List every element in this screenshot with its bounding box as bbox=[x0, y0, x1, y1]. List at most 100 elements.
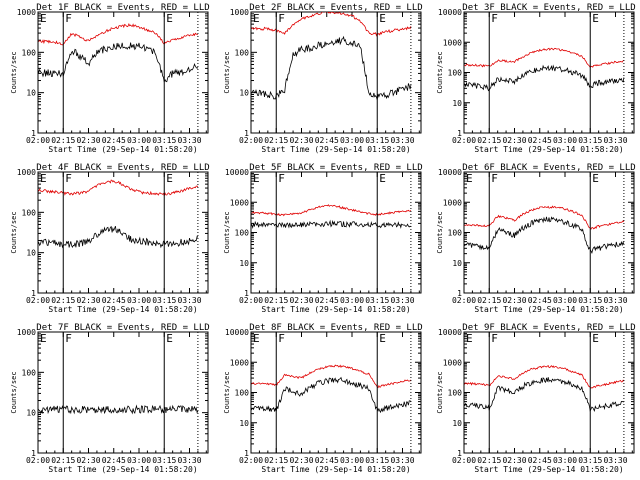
y-tick-label: 1000 bbox=[443, 38, 462, 47]
y-tick-label: 100 bbox=[22, 208, 37, 217]
x-tick-label: 02:00 bbox=[239, 136, 263, 145]
marker-label: E bbox=[466, 332, 473, 345]
x-tick-label: 02:00 bbox=[452, 136, 476, 145]
marker-label: F bbox=[491, 172, 498, 185]
y-axis-label: Counts/sec bbox=[10, 51, 18, 93]
x-tick-label: 02:45 bbox=[315, 296, 339, 305]
y-tick-label: 10 bbox=[26, 89, 36, 98]
marker-label: E bbox=[592, 172, 599, 185]
marker-label: E bbox=[40, 12, 47, 25]
y-axis-label: Counts/sec bbox=[436, 371, 444, 413]
y-tick-label: 10 bbox=[452, 99, 462, 108]
marker-label: F bbox=[65, 12, 72, 25]
marker-label: E bbox=[166, 172, 173, 185]
x-tick-label: 03:15 bbox=[578, 456, 602, 465]
events-series-line bbox=[464, 377, 625, 413]
x-tick-label: 03:00 bbox=[127, 456, 151, 465]
marker-label: F bbox=[65, 332, 72, 345]
lld-series-line bbox=[251, 364, 412, 389]
panel-title: Det 4F BLACK = Events, RED = LLD bbox=[36, 163, 209, 173]
x-axis-label: Start Time (29-Sep-14 01:58:20) bbox=[48, 305, 197, 314]
x-tick-label: 02:45 bbox=[528, 456, 552, 465]
y-tick-label: 1 bbox=[457, 449, 462, 458]
detector-panel: Det 2F BLACK = Events, RED = LLD 1 10 100 10… bbox=[223, 3, 423, 154]
marker-label: F bbox=[278, 172, 285, 185]
y-tick-label: 10 bbox=[26, 409, 36, 418]
detector-panel: Det 7F BLACK = Events, RED = LLD 1 10 100 10… bbox=[10, 323, 210, 474]
marker-label: F bbox=[491, 332, 498, 345]
marker-label: E bbox=[166, 12, 173, 25]
lld-series-line bbox=[464, 365, 625, 389]
lld-series-line bbox=[251, 12, 412, 37]
y-axis-label: Counts/sec bbox=[10, 211, 18, 253]
marker-label: E bbox=[253, 332, 260, 345]
x-tick-label: 03:00 bbox=[553, 296, 577, 305]
x-tick-label: 02:30 bbox=[76, 456, 100, 465]
events-series-line bbox=[464, 216, 625, 255]
lld-series-line bbox=[251, 204, 412, 217]
y-tick-label: 100 bbox=[448, 69, 463, 78]
x-tick-label: 03:15 bbox=[152, 136, 176, 145]
marker-label: E bbox=[253, 172, 260, 185]
x-tick-label: 02:45 bbox=[315, 136, 339, 145]
x-tick-label: 02:00 bbox=[26, 136, 50, 145]
x-tick-label: 02:45 bbox=[102, 296, 126, 305]
x-axis-label: Start Time (29-Sep-14 01:58:20) bbox=[474, 465, 623, 474]
y-tick-label: 1000 bbox=[230, 8, 249, 17]
y-tick-label: 1000 bbox=[17, 168, 36, 177]
y-tick-label: 10 bbox=[452, 419, 462, 428]
x-tick-label: 02:00 bbox=[239, 296, 263, 305]
x-tick-label: 02:00 bbox=[452, 296, 476, 305]
x-axis-label: Start Time (29-Sep-14 01:58:20) bbox=[474, 145, 623, 154]
x-tick-label: 02:15 bbox=[51, 136, 75, 145]
x-axis-label: Start Time (29-Sep-14 01:58:20) bbox=[48, 465, 197, 474]
y-tick-label: 10 bbox=[26, 249, 36, 258]
marker-label: E bbox=[592, 12, 599, 25]
x-tick-label: 02:30 bbox=[502, 296, 526, 305]
y-tick-label: 1000 bbox=[443, 198, 462, 207]
x-tick-label: 03:30 bbox=[390, 136, 414, 145]
x-tick-label: 02:15 bbox=[477, 456, 501, 465]
x-tick-label: 02:00 bbox=[239, 456, 263, 465]
y-tick-label: 1 bbox=[244, 449, 249, 458]
marker-label: E bbox=[253, 12, 260, 25]
y-tick-label: 10 bbox=[452, 259, 462, 268]
x-tick-label: 02:30 bbox=[289, 296, 313, 305]
marker-label: E bbox=[40, 332, 47, 345]
detector-panel: Det 9F BLACK = Events, RED = LLD 1 10 100 10… bbox=[436, 323, 636, 474]
x-tick-label: 03:15 bbox=[152, 296, 176, 305]
detector-panel: Det 4F BLACK = Events, RED = LLD 1 10 100 10… bbox=[10, 163, 210, 314]
y-tick-label: 100 bbox=[22, 48, 37, 57]
detector-panel: Det 3F BLACK = Events, RED = LLD 1 10 100 10… bbox=[436, 3, 636, 154]
x-tick-label: 03:30 bbox=[603, 456, 627, 465]
marker-label: E bbox=[592, 332, 599, 345]
detector-panel: Det 8F BLACK = Events, RED = LLD 1 10 100 10… bbox=[223, 323, 423, 474]
y-axis-label: Counts/sec bbox=[436, 51, 444, 93]
x-tick-label: 02:00 bbox=[26, 456, 50, 465]
x-tick-label: 02:00 bbox=[26, 296, 50, 305]
y-axis-label: Counts/sec bbox=[223, 371, 231, 413]
y-tick-label: 10000 bbox=[225, 328, 249, 337]
x-tick-label: 03:00 bbox=[340, 136, 364, 145]
x-tick-label: 03:30 bbox=[390, 296, 414, 305]
panel-title: Det 8F BLACK = Events, RED = LLD bbox=[249, 323, 422, 333]
y-tick-label: 100 bbox=[22, 368, 37, 377]
x-tick-label: 02:15 bbox=[51, 296, 75, 305]
y-tick-label: 1 bbox=[31, 129, 36, 138]
x-tick-label: 03:30 bbox=[177, 296, 201, 305]
x-axis-label: Start Time (29-Sep-14 01:58:20) bbox=[48, 145, 197, 154]
x-axis-label: Start Time (29-Sep-14 01:58:20) bbox=[261, 145, 410, 154]
marker-label: E bbox=[166, 332, 173, 345]
y-tick-label: 10 bbox=[239, 419, 249, 428]
x-tick-label: 02:15 bbox=[477, 136, 501, 145]
detector-panel: Det 6F BLACK = Events, RED = LLD 1 10 100 10… bbox=[436, 163, 636, 314]
detector-panel: Det 5F BLACK = Events, RED = LLD 1 10 100 10… bbox=[223, 163, 423, 314]
x-tick-label: 03:00 bbox=[553, 136, 577, 145]
x-tick-label: 02:45 bbox=[102, 456, 126, 465]
y-tick-label: 100 bbox=[448, 229, 463, 238]
x-tick-label: 03:15 bbox=[365, 456, 389, 465]
y-axis-label: Counts/sec bbox=[223, 211, 231, 253]
x-tick-label: 03:15 bbox=[578, 136, 602, 145]
lld-series-line bbox=[38, 22, 199, 46]
